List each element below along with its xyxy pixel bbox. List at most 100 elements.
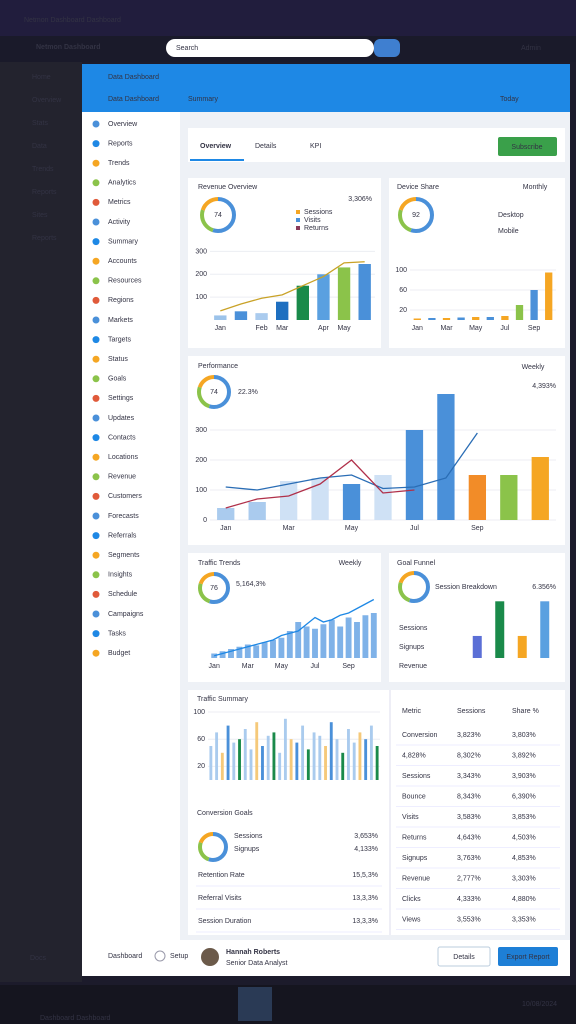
button-label[interactable]: Subscribe [511,144,542,151]
y-tick-label: 300 [195,248,207,255]
menu-item[interactable]: Activity [108,219,131,226]
search-box[interactable] [166,39,374,57]
filter[interactable]: Today [500,96,519,103]
menu-item[interactable]: Accounts [108,258,137,265]
menu-icon [92,414,100,422]
y-tick-label: 300 [195,427,207,434]
kpi: 4,393% [532,383,556,390]
y-tick-label: 100 [195,294,207,301]
menu-icon [92,394,100,402]
menu-item[interactable]: Metrics [108,199,131,206]
menu-item[interactable]: Goals [108,376,127,383]
button-label[interactable]: Export Report [506,954,549,961]
x-tick-label: Jan [209,663,220,670]
donut-label: 76 [210,585,218,592]
bar [278,637,285,658]
search-text[interactable]: Search [176,45,198,52]
menu-item[interactable]: Campaigns [108,611,144,618]
goal-item: Sessions [234,833,263,840]
kpi: 6.356% [532,584,556,591]
kpi: 22.3% [238,389,258,396]
trend-line [220,261,365,312]
nav-item[interactable]: Docs [30,955,46,962]
goal-item: 3,653% [354,833,378,840]
menu-item[interactable]: Reports [108,140,133,147]
menu-item[interactable]: Analytics [108,180,137,187]
table-cell: 4,828% [402,752,426,759]
dropdown[interactable]: Weekly [522,364,545,371]
menu-item[interactable]: Forecasts [108,513,139,520]
bar [337,267,351,320]
menu-item[interactable]: Insights [108,572,133,579]
menu-item[interactable]: Updates [108,415,135,422]
menu-icon [92,277,100,285]
menu-icon [92,571,100,579]
nav-item[interactable]: Trends [32,166,54,173]
nav-item[interactable]: Data [32,143,47,150]
bar [296,285,309,320]
nav-item[interactable]: Reports [32,189,57,196]
menu-item[interactable]: Resources [108,278,142,285]
menu-item[interactable]: Schedule [108,591,137,598]
bar [209,746,213,780]
nav-item[interactable]: Reports [32,235,57,242]
x-tick-label: Sep [471,525,484,532]
legend-item: Sessions [304,209,333,216]
menu-icon [92,630,100,638]
menu-item[interactable]: Regions [108,297,134,304]
tab[interactable]: KPI [310,143,321,150]
export-button[interactable] [498,947,558,966]
menu-icon [92,179,100,187]
bar [255,722,259,780]
goal-item: 4,133% [354,846,378,853]
menu-item[interactable]: Referrals [108,532,137,539]
menu-item[interactable]: Settings [108,395,134,402]
trend-line [214,598,375,657]
goal-row: 13,3,3% [352,918,378,925]
menu-item[interactable]: Segments [108,552,140,559]
x-tick-label: May [345,525,359,532]
toggle-label[interactable]: Setup [170,953,188,960]
bar [236,646,243,658]
menu-item[interactable]: Status [108,356,128,363]
nav-item[interactable]: Sites [32,212,48,219]
menu-item[interactable]: Locations [108,454,138,461]
menu-item[interactable]: Customers [108,493,142,500]
menu-item[interactable]: Contacts [108,434,136,441]
menu-icon [92,120,100,128]
tab[interactable]: Overview [200,143,232,150]
card-title: Traffic Summary [197,696,248,703]
menu-item[interactable]: Markets [108,317,133,324]
nav-item[interactable]: Overview [32,97,62,104]
menu-icon [92,453,100,461]
tab-bar [0,0,576,36]
dropdown[interactable]: Weekly [339,560,362,567]
menu-item[interactable]: Targets [108,336,131,343]
subscribe-button[interactable] [498,137,557,156]
nav-item[interactable]: Home [32,74,51,81]
x-tick-label: May [469,325,483,332]
table-header: Sessions [457,708,486,715]
menu-item[interactable]: Tasks [108,630,126,637]
menu-item[interactable]: Trends [108,160,130,167]
menu-icon [92,238,100,246]
search-button[interactable] [374,39,400,57]
bar [214,315,227,320]
bar [303,626,310,658]
menu-item[interactable]: Overview [108,121,138,128]
nav-item[interactable]: Stats [32,120,48,127]
toggle[interactable] [154,950,166,962]
bar [354,622,360,658]
table-header: Metric [402,708,422,715]
y-tick-label: 60 [399,287,407,294]
details-button[interactable] [437,946,491,967]
tab[interactable]: Details [255,143,277,150]
dropdown[interactable]: Monthly [523,184,548,191]
menu-item[interactable]: Revenue [108,474,136,481]
menu-item[interactable]: Summary [108,238,138,245]
bar [261,642,268,658]
menu-icon [92,159,100,167]
menu-item[interactable]: Budget [108,650,130,657]
bar [472,317,480,320]
button-label[interactable]: Details [453,954,475,961]
